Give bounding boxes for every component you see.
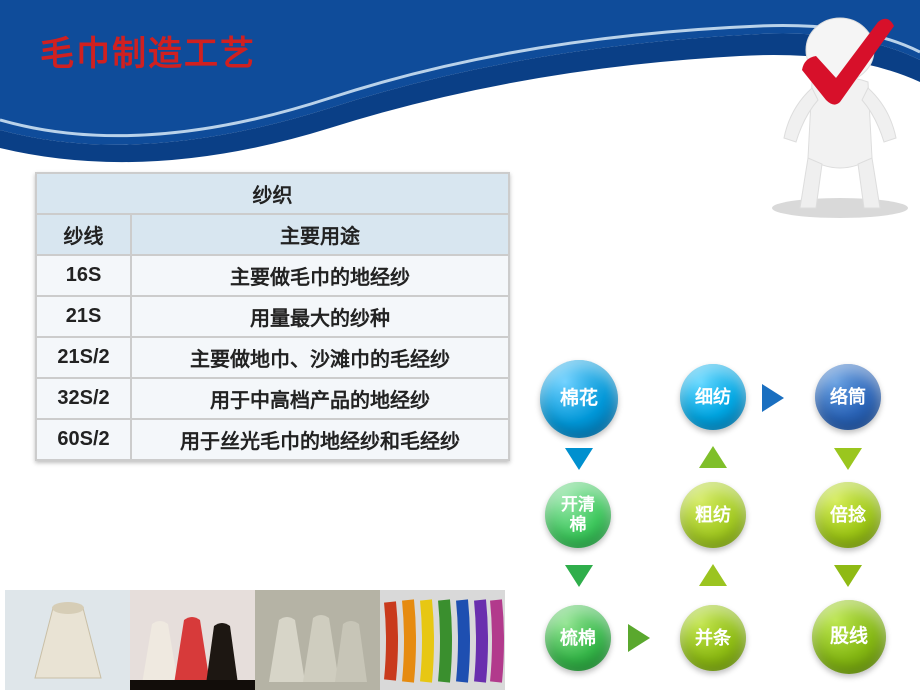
flow-node-fine: 细纺 bbox=[680, 364, 746, 430]
cell-use: 用于丝光毛巾的地经纱和毛经纱 bbox=[131, 419, 509, 460]
flow-arrow-down bbox=[565, 448, 593, 470]
cell-use: 用量最大的纱种 bbox=[131, 296, 509, 337]
table-top-header: 纱织 bbox=[36, 173, 509, 214]
flow-node-cotton: 棉花 bbox=[540, 360, 618, 438]
flow-arrow-up bbox=[699, 446, 727, 468]
cell-yarn: 32S/2 bbox=[36, 378, 131, 419]
thumb-yarn-2 bbox=[130, 590, 255, 690]
flow-node-winding: 络筒 bbox=[815, 364, 881, 430]
flow-arrow-right bbox=[762, 384, 784, 412]
page-title: 毛巾制造工艺 bbox=[40, 26, 256, 75]
flow-node-drawing: 并条 bbox=[680, 605, 746, 671]
thumbnail-strip bbox=[5, 590, 505, 690]
flow-arrow-down bbox=[834, 448, 862, 470]
cell-yarn: 60S/2 bbox=[36, 419, 131, 460]
mascot-figure bbox=[760, 8, 920, 218]
flow-arrow-up bbox=[699, 564, 727, 586]
thumb-yarn-3 bbox=[255, 590, 380, 690]
table-row: 60S/2 用于丝光毛巾的地经纱和毛经纱 bbox=[36, 419, 509, 460]
flow-node-roving: 粗纺 bbox=[680, 482, 746, 548]
table-row: 21S 用量最大的纱种 bbox=[36, 296, 509, 337]
yarn-table: 纱织 纱线 主要用途 16S 主要做毛巾的地经纱 21S 用量最大的纱种 21S… bbox=[35, 172, 510, 461]
table-row: 32S/2 用于中高档产品的地经纱 bbox=[36, 378, 509, 419]
flow-arrow-right bbox=[628, 624, 650, 652]
flow-arrow-down bbox=[834, 565, 862, 587]
cell-use: 用于中高档产品的地经纱 bbox=[131, 378, 509, 419]
cell-yarn: 21S bbox=[36, 296, 131, 337]
table-row: 21S/2 主要做地巾、沙滩巾的毛经纱 bbox=[36, 337, 509, 378]
flow-node-opening: 开清棉 bbox=[545, 482, 611, 548]
cell-yarn: 21S/2 bbox=[36, 337, 131, 378]
thumb-yarn-4 bbox=[380, 590, 505, 690]
col-header-use: 主要用途 bbox=[131, 214, 509, 255]
flow-node-twisting: 倍捻 bbox=[815, 482, 881, 548]
col-header-yarn: 纱线 bbox=[36, 214, 131, 255]
cell-yarn: 16S bbox=[36, 255, 131, 296]
cell-use: 主要做毛巾的地经纱 bbox=[131, 255, 509, 296]
process-flow: 棉花细纺 络筒开清棉 粗纺 倍捻梳棉 并条股线 bbox=[530, 360, 910, 680]
cell-use: 主要做地巾、沙滩巾的毛经纱 bbox=[131, 337, 509, 378]
flow-node-plied: 股线 bbox=[812, 600, 886, 674]
thumb-yarn-1 bbox=[5, 590, 130, 690]
flow-node-carding: 梳棉 bbox=[545, 605, 611, 671]
flow-arrow-down bbox=[565, 565, 593, 587]
table-row: 16S 主要做毛巾的地经纱 bbox=[36, 255, 509, 296]
